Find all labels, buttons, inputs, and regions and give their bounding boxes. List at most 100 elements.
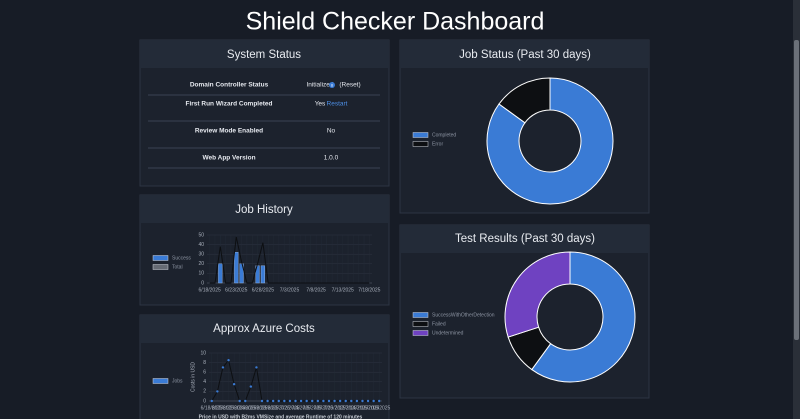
panel-header <box>140 195 389 223</box>
x-tick-label: 7/6/2025 <box>303 405 323 411</box>
x-tick-label: 6/24/2025 <box>234 405 256 411</box>
x-tick-label: 7/8/2025 <box>314 405 334 411</box>
y-tick-label: 10 <box>200 350 206 356</box>
panel-header <box>140 315 389 343</box>
y-tick-label: 40 <box>198 242 204 248</box>
x-tick-label: 7/14/2025 <box>346 405 368 411</box>
point <box>316 399 320 403</box>
x-tick-label: 6/18/2025 <box>199 287 221 293</box>
point <box>378 399 381 403</box>
point <box>322 399 325 403</box>
legend-swatch <box>412 141 429 147</box>
panel-title: Job Status (Past 30 days) <box>459 49 591 61</box>
slice <box>531 251 636 383</box>
point <box>227 359 230 362</box>
point <box>311 399 314 403</box>
x-tick-label: 7/10/2025 <box>323 405 345 411</box>
point <box>366 399 370 403</box>
point <box>216 390 219 393</box>
line <box>209 236 370 284</box>
x-tick-label: 7/16/2025 <box>357 405 379 411</box>
point <box>249 385 253 388</box>
panel-header <box>140 40 389 68</box>
status-value: Yes <box>315 101 326 108</box>
x-tick-label: 6/26/2025 <box>245 405 267 411</box>
point <box>299 399 303 403</box>
chart-note: Price in USD with B2ms VMSize and averag… <box>199 414 363 419</box>
legend-label: Error <box>432 141 443 147</box>
point <box>210 399 213 403</box>
x-tick-label: 6/28/2025 <box>256 405 278 411</box>
y-tick-label: 20 <box>198 261 204 267</box>
legend-label: Jobs <box>172 378 183 384</box>
panel-title: Test Results (Past 30 days) <box>455 233 595 245</box>
restart-link[interactable]: Restart <box>327 101 348 108</box>
x-tick-label: 6/18/2025 <box>201 405 223 411</box>
y-tick-label: 10 <box>198 271 204 277</box>
point <box>260 399 264 403</box>
bar <box>260 265 265 284</box>
panel-title: System Status <box>227 49 301 61</box>
y-tick-label: 8 <box>203 360 206 366</box>
y-tick-label: 50 <box>198 232 204 238</box>
status-label: First Run Wizard Completed <box>186 101 273 108</box>
legend-swatch <box>412 132 429 138</box>
status-value: Initialized <box>306 82 333 89</box>
slice <box>498 77 551 124</box>
panel-title: Approx Azure Costs <box>213 323 315 335</box>
x-tick-label: 7/2/2025 <box>280 405 300 411</box>
slice <box>504 251 571 338</box>
point <box>361 399 364 403</box>
y-tick-label: 2 <box>203 389 206 395</box>
legend-label: Failed <box>432 321 446 327</box>
point <box>305 399 308 403</box>
x-tick-label: 7/3/2025 <box>280 287 300 293</box>
status-label: Web App Version <box>202 155 255 162</box>
y-tick-label: 0 <box>201 280 204 286</box>
panel-header <box>400 40 649 68</box>
point <box>271 399 275 403</box>
legend-swatch <box>152 264 169 270</box>
x-tick-label: 6/20/2025 <box>212 405 234 411</box>
point <box>255 366 258 369</box>
legend-label: Success <box>172 255 191 261</box>
bar <box>218 263 223 284</box>
x-tick-label: 6/30/2025 <box>268 405 290 411</box>
point <box>294 399 297 403</box>
legend-label: Completed <box>432 132 456 138</box>
x-tick-label: 7/4/2025 <box>291 405 311 411</box>
point <box>333 399 336 403</box>
y-axis-label: Costs in USD <box>190 362 196 392</box>
panel-title: Job History <box>235 204 293 216</box>
x-tick-label: 7/18/2025 <box>368 405 390 411</box>
point <box>277 399 280 403</box>
x-tick-label: 7/12/2025 <box>335 405 357 411</box>
y-tick-label: 30 <box>198 252 204 258</box>
x-tick-label: 6/22/2025 <box>223 405 245 411</box>
point <box>244 399 247 403</box>
x-tick-label: 7/8/2025 <box>306 287 326 293</box>
reset-link[interactable]: (Reset) <box>339 82 360 89</box>
slice <box>486 77 614 205</box>
status-label: Review Mode Enabled <box>195 128 263 135</box>
point <box>221 366 225 369</box>
y-tick-label: 0 <box>203 398 206 404</box>
x-tick-label: 6/28/2025 <box>252 287 274 293</box>
point <box>283 399 286 403</box>
point <box>327 399 331 403</box>
point <box>238 399 241 403</box>
x-tick-label: 7/13/2025 <box>332 287 354 293</box>
status-label: Domain Controller Status <box>190 82 269 89</box>
point <box>350 399 353 403</box>
x-tick-label: 6/23/2025 <box>225 287 247 293</box>
bar <box>255 265 260 284</box>
page-title: Shield Checker Dashboard <box>246 8 545 36</box>
scrollbar-thumb[interactable] <box>794 40 799 340</box>
status-value: No <box>327 128 336 135</box>
legend-label: SuccessWithOtherDetection <box>432 312 495 318</box>
panel-header <box>400 225 649 253</box>
point <box>232 383 236 386</box>
legend-swatch <box>152 378 169 384</box>
status-value: 1.0.0 <box>324 155 339 162</box>
